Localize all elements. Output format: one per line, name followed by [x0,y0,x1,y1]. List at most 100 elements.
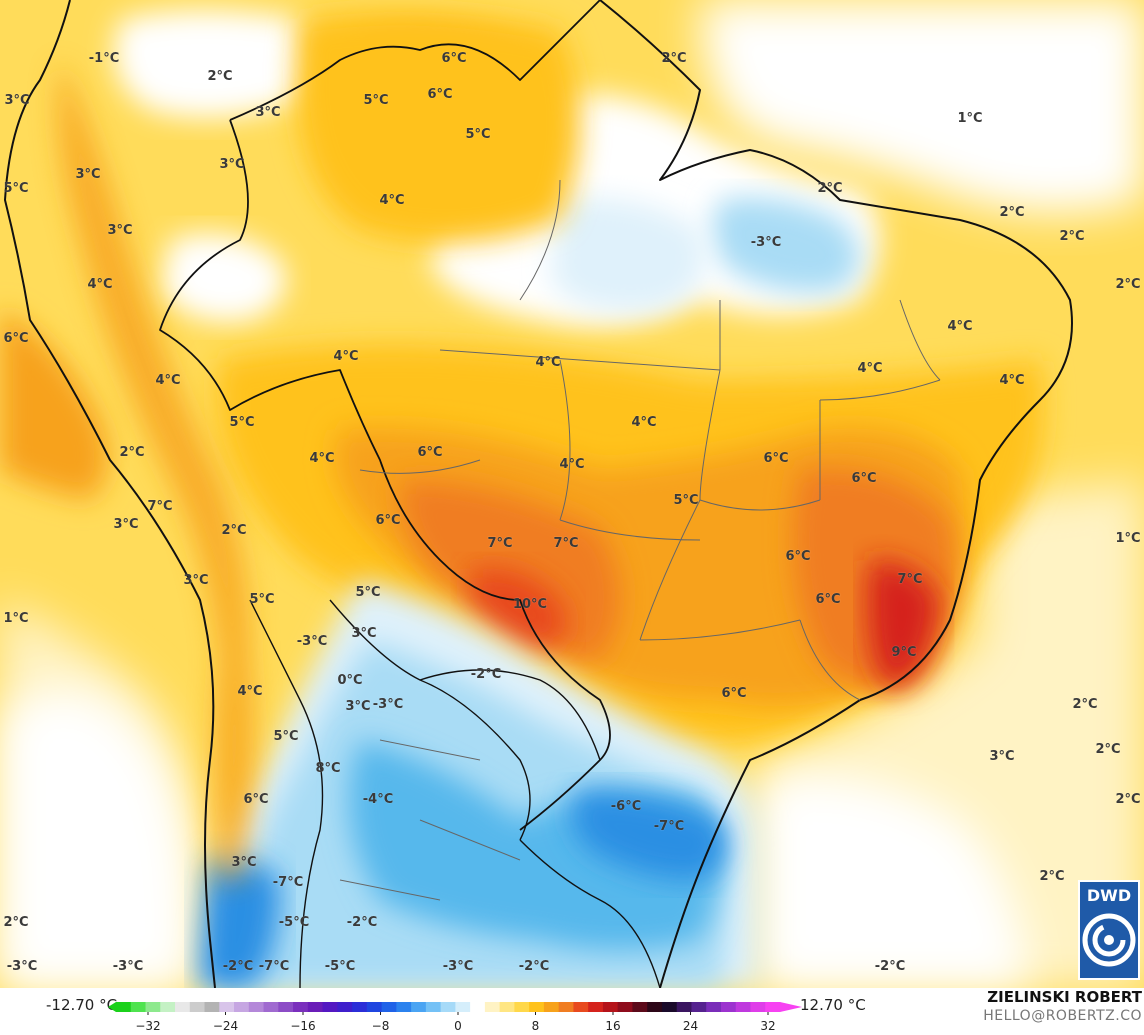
temperature-label: 7°C [147,499,172,514]
temperature-label: 3°C [107,223,132,238]
colorbar-min-extend [108,1002,116,1012]
temperature-label: 7°C [553,536,578,551]
temperature-label: 0°C [337,673,362,688]
temperature-label: 7°C [897,572,922,587]
temperature-label: 2°C [817,181,842,196]
colorbar-tick-label: −8 [372,1019,390,1033]
colorbar-cell [455,1002,471,1012]
colorbar-cell [588,1002,604,1012]
colorbar-cell [543,1002,560,1012]
colorbar-cell [602,1002,619,1012]
colorbar-cell [676,1002,692,1012]
colorbar-cell [617,1002,633,1012]
field-red-pantanal [470,568,567,650]
temperature-label: 5°C [3,181,28,196]
colorbar-cell [647,1002,663,1012]
temperature-label: 6°C [3,331,28,346]
field-south-atlantic-white [760,775,1030,988]
temperature-field-layer [0,0,1144,988]
colorbar-tick-label: 16 [605,1019,620,1033]
temperature-label: 4°C [947,319,972,334]
temperature-label: 9°C [891,645,916,660]
temperature-label: 10°C [513,597,547,612]
temperature-label: 4°C [857,361,882,376]
colorbar-tick-label: 24 [683,1019,698,1033]
temperature-label: 2°C [1115,277,1140,292]
temperature-label: 1°C [3,611,28,626]
colorbar-cells [108,1002,802,1012]
dwd-logo-text: DWD [1086,886,1132,905]
colorbar-tick-label: 8 [532,1019,540,1033]
colorbar-cell [130,1002,147,1012]
colorbar-cell [411,1002,427,1012]
temperature-label: 2°C [999,205,1024,220]
temperature-label: 6°C [375,513,400,528]
colorbar-tick-label: 32 [760,1019,775,1033]
colorbar-tick-label: −24 [213,1019,238,1033]
temperature-label: 2°C [1039,869,1064,884]
temperature-label: 3°C [4,93,29,108]
temperature-label: -7°C [654,819,684,834]
temperature-label: -4°C [363,792,393,807]
temperature-label: 3°C [113,517,138,532]
temperature-label: -1°C [89,51,119,66]
field-northwest-white [114,10,316,118]
colorbar-cell [661,1002,678,1012]
temperature-label: 4°C [559,457,584,472]
temperature-label: -2°C [519,959,549,974]
temperature-label: -3°C [751,235,781,250]
colorbar-cell [720,1002,737,1012]
temperature-label: 4°C [87,277,112,292]
field-south-mid-blue [348,740,720,950]
temperature-label: 4°C [999,373,1024,388]
temperature-label: -2°C [875,959,905,974]
colorbar: −32 −24 −16 −8 0 8 16 24 32 [108,1002,802,1033]
temperature-label: 5°C [273,729,298,744]
temperature-label: 1°C [957,111,982,126]
field-pacific-orange [0,310,108,500]
colorbar-cell [204,1002,220,1012]
temperature-label: 2°C [3,915,28,930]
colorbar-tick-label: −16 [290,1019,315,1033]
colorbar-cell [116,1002,132,1012]
colorbar-cell [514,1002,530,1012]
temperature-label: 4°C [535,355,560,370]
colorbar-cell [219,1002,235,1012]
temperature-label: -2°C [347,915,377,930]
colorbar-ticks: −32 −24 −16 −8 0 8 16 24 32 [135,1012,776,1033]
temperature-label: 3°C [231,855,256,870]
temperature-anomaly-map: -1°C 2°C 3°C 3°C 3°C 5°C 6°C 6°C 5°C 2°C 1°C 3°C 4°C… [0,0,1144,988]
temperature-label: 6°C [815,592,840,607]
south-america-coastline [4,0,1073,988]
colorbar-tick-label: 0 [454,1019,462,1033]
field-north-gold [296,12,580,243]
temperature-label: -6°C [611,799,641,814]
temperature-label: 7°C [487,536,512,551]
colorbar-cell [470,1002,486,1012]
temperature-label: 5°C [355,585,380,600]
colorbar-cell [499,1002,515,1012]
author-email: HELLO@ROBERTZ.CO [983,1008,1142,1024]
colorbar-cell [337,1002,353,1012]
temperature-label: -3°C [373,697,403,712]
temperature-label: 3°C [255,105,280,120]
temperature-label: 8°C [315,761,340,776]
temperature-label: -2°C [471,667,501,682]
temperature-label: 4°C [309,451,334,466]
temperature-label: 4°C [333,349,358,364]
colorbar-cell [322,1002,338,1012]
colorbar-cell [248,1002,265,1012]
temperature-label: 3°C [989,749,1014,764]
temperature-label: -3°C [7,959,37,974]
temperature-label: -2°C [223,959,253,974]
colorbar-cell [278,1002,294,1012]
temperature-label: 4°C [631,415,656,430]
temperature-label: 3°C [75,167,100,182]
temperature-label: 6°C [851,471,876,486]
colorbar-cell [307,1002,324,1012]
temperature-label: 6°C [427,87,452,102]
colorbar-cell [293,1002,309,1012]
colorbar-cell [750,1002,766,1012]
temperature-label: -7°C [273,875,303,890]
colorbar-cell [632,1002,648,1012]
